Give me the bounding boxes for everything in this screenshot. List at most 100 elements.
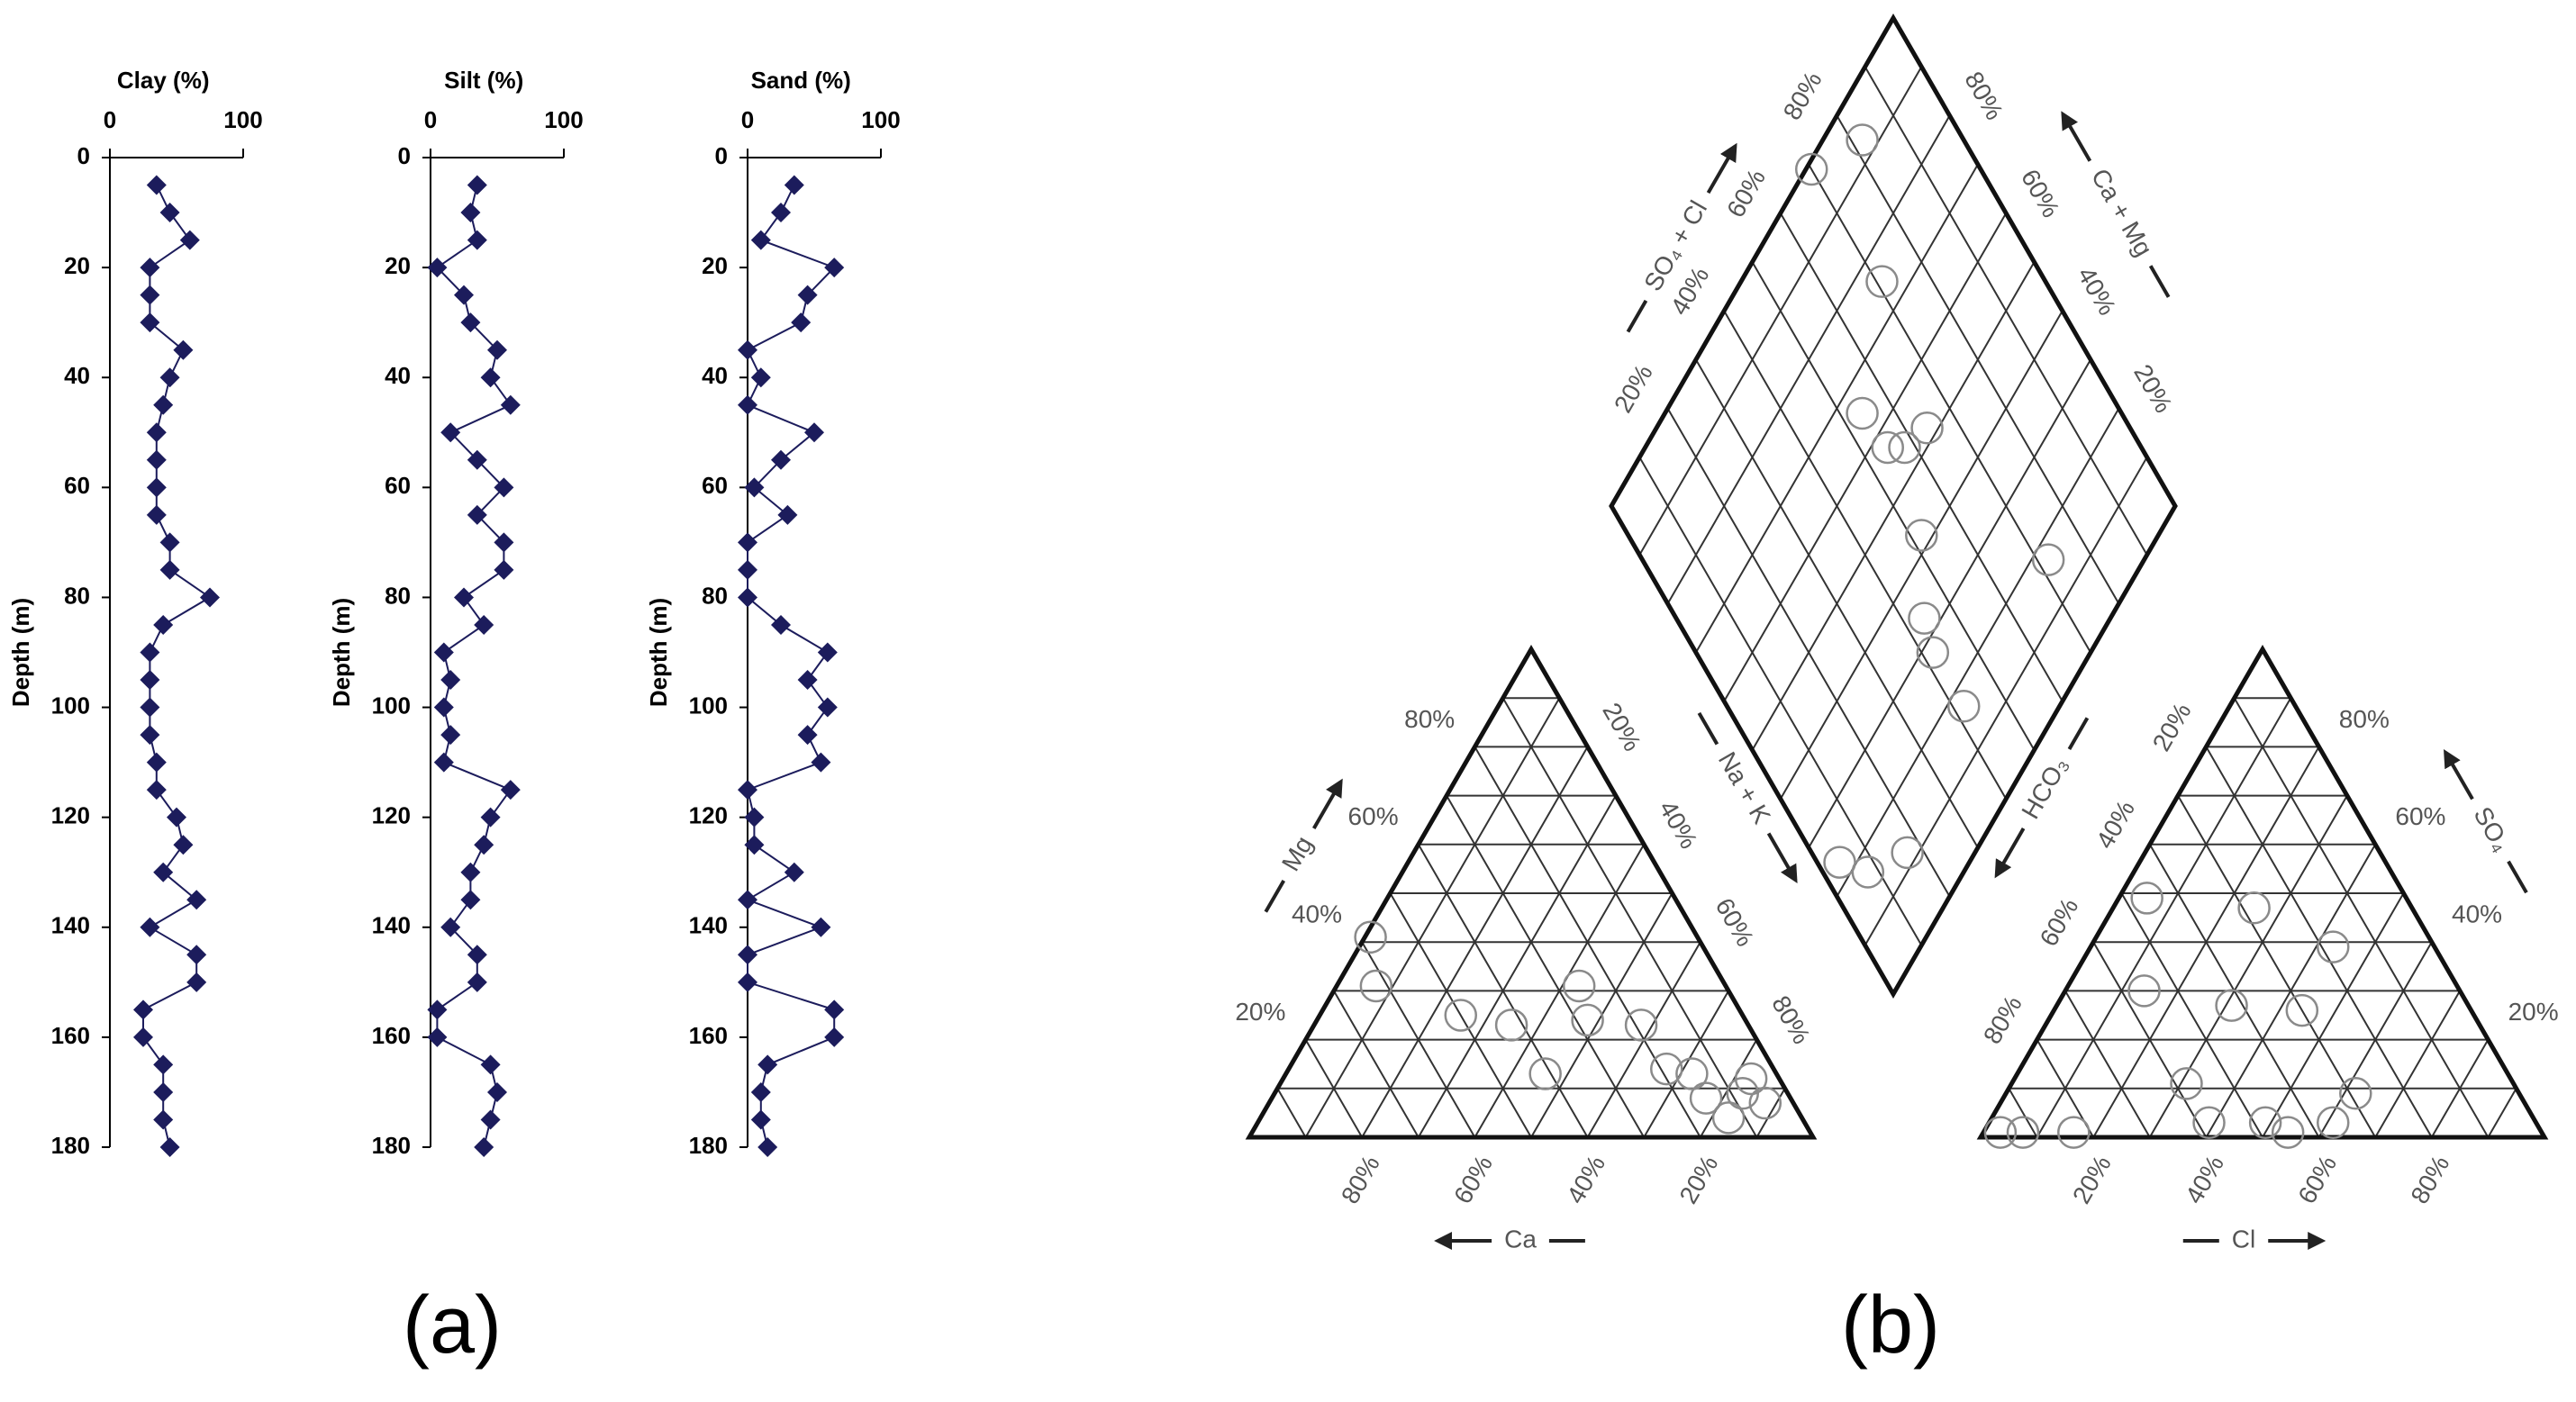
- tick-label: 40%: [2091, 796, 2140, 854]
- y-tick-label: 100: [689, 692, 728, 719]
- data-point: [738, 339, 757, 360]
- data-point: [494, 559, 514, 580]
- tick-label: 20%: [1674, 1151, 1724, 1208]
- cation-point: [1571, 1003, 1604, 1037]
- grid-line: [2374, 990, 2461, 1138]
- cation-point: [1675, 1057, 1709, 1090]
- data-point: [146, 504, 167, 525]
- data-point: [500, 394, 521, 415]
- data-point: [738, 945, 757, 965]
- axis-arrow: [1706, 142, 1737, 194]
- data-point: [140, 725, 160, 746]
- data-point: [173, 339, 194, 360]
- axis-name: Ca: [1434, 1225, 1585, 1253]
- y-tick-label: 0: [715, 142, 728, 169]
- data-point: [146, 752, 167, 773]
- grid-line: [2177, 795, 2377, 1138]
- diamond-point: [1910, 412, 1944, 445]
- data-point: [738, 587, 757, 608]
- anion-point: [2339, 1076, 2372, 1110]
- tick-label: 80%: [2406, 1151, 2455, 1208]
- data-point: [738, 780, 757, 800]
- axis-dash: [2148, 265, 2171, 298]
- axis-name-label: SO₄: [2468, 802, 2516, 856]
- grid-line: [1779, 213, 2064, 702]
- tick-label: 60%: [1348, 802, 1399, 830]
- data-point: [467, 230, 487, 250]
- data-point: [159, 1137, 180, 1157]
- tick-label: 80%: [2339, 705, 2390, 733]
- data-point: [460, 890, 481, 910]
- y-tick-label: 100: [51, 692, 90, 719]
- data-point: [467, 972, 487, 992]
- cation-point: [1354, 920, 1387, 954]
- tick-label: 20%: [1609, 360, 1658, 418]
- y-tick-label: 0: [77, 142, 90, 169]
- data-point: [777, 504, 798, 525]
- tick-label: 20%: [1597, 698, 1646, 755]
- y-tick-label: 20: [64, 252, 90, 279]
- diamond-point: [1908, 602, 1941, 635]
- y-tick-label: 180: [689, 1132, 728, 1159]
- diamond-point: [1905, 519, 1938, 552]
- anion-point: [2317, 930, 2350, 963]
- grid-line: [1276, 1088, 1307, 1138]
- y-tick-label: 120: [689, 802, 728, 829]
- grid-line: [1723, 213, 2008, 702]
- y-tick-label: 60: [702, 472, 728, 499]
- grid-line: [2233, 697, 2490, 1138]
- data-point: [153, 1109, 174, 1130]
- data-point: [140, 697, 160, 718]
- profile-line: [745, 185, 836, 1148]
- axis-dash: [1264, 879, 1286, 913]
- data-point: [784, 175, 804, 195]
- data-point: [480, 1054, 501, 1075]
- tick-label: 80%: [1959, 67, 2009, 124]
- data-point: [791, 312, 812, 333]
- data-point: [146, 780, 167, 800]
- data-point: [750, 367, 771, 388]
- x-tick-label: 100: [223, 106, 262, 133]
- diamond-point: [1916, 636, 1950, 669]
- grid-line: [1808, 164, 2091, 654]
- y-tick-label: 20: [702, 252, 728, 279]
- grid-line: [1666, 114, 1951, 604]
- tick-label: 20%: [1235, 998, 1285, 1026]
- cation-point: [1359, 969, 1393, 1003]
- data-point: [186, 972, 207, 992]
- diamond-outline: [1609, 14, 2178, 999]
- grid-line: [1361, 746, 1589, 1138]
- data-point: [467, 449, 487, 470]
- y-tick-label: 40: [64, 362, 90, 389]
- data-point: [427, 1027, 448, 1047]
- data-point: [186, 890, 207, 910]
- y-tick-label: 20: [385, 252, 411, 279]
- data-point: [200, 587, 220, 608]
- data-point: [146, 422, 167, 443]
- data-point: [797, 285, 818, 305]
- chart-title: Clay (%): [117, 67, 210, 94]
- y-tick-label: 60: [385, 472, 411, 499]
- grid-line: [2064, 990, 2151, 1138]
- y-tick-label: 140: [372, 912, 411, 939]
- grid-line: [2262, 892, 2405, 1138]
- data-point: [474, 835, 494, 855]
- data-point: [140, 642, 160, 663]
- data-point: [153, 394, 174, 415]
- axis-name: Na + K: [1697, 711, 1798, 883]
- grid-line: [1755, 1088, 1786, 1138]
- data-point: [487, 1081, 507, 1102]
- anion-point: [2130, 882, 2163, 915]
- data-point: [804, 422, 824, 443]
- tick-label: 40%: [2180, 1151, 2229, 1208]
- data-point: [480, 367, 501, 388]
- data-point: [460, 203, 481, 223]
- data-point: [433, 752, 454, 773]
- data-point: [159, 559, 180, 580]
- axis-dash: [2067, 717, 2090, 750]
- axis-name-label: Cl: [2232, 1225, 2255, 1253]
- data-point: [494, 532, 514, 553]
- data-point: [173, 835, 194, 855]
- axis-name-label: Mg: [1276, 831, 1318, 875]
